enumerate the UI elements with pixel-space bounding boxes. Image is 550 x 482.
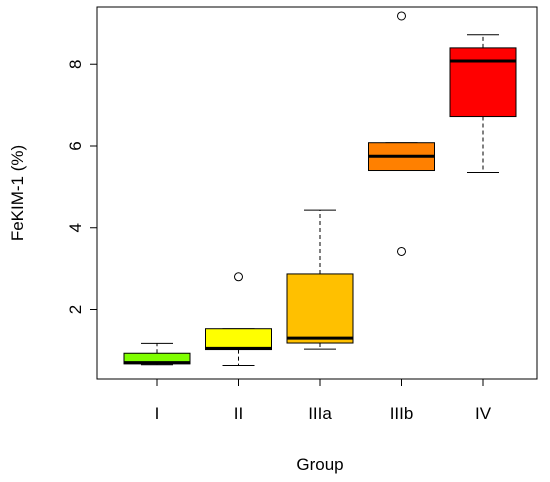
x-tick-label: IIIa <box>308 404 332 423</box>
outlier-point <box>397 11 406 21</box>
boxes <box>123 11 517 367</box>
x-axis-title: Group <box>296 455 343 474</box>
y-tick-label: 4 <box>66 223 85 232</box>
outlier-point <box>397 246 406 256</box>
y-tick-label: 8 <box>66 59 85 68</box>
plot-frame <box>96 6 538 380</box>
outlier-point <box>234 272 243 282</box>
y-tick-label: 6 <box>66 141 85 150</box>
box-group <box>286 209 354 350</box>
x-tick-label: I <box>155 404 160 423</box>
box <box>205 328 272 351</box>
box <box>449 47 517 118</box>
x-tick-label: II <box>234 404 243 423</box>
x-axis: I II IIIa IIIb IV <box>155 379 492 423</box>
x-tick-label: IIIb <box>390 404 414 423</box>
box-group <box>123 342 191 366</box>
box-group <box>368 11 435 256</box>
y-axis: 2 4 6 8 <box>66 59 97 314</box>
y-tick-label: 2 <box>66 305 85 314</box>
box-group <box>205 272 272 367</box>
y-axis-title: FeKIM-1 (%) <box>8 145 27 241</box>
box <box>286 273 354 344</box>
x-tick-label: IV <box>475 404 492 423</box>
box-group <box>449 34 517 174</box>
